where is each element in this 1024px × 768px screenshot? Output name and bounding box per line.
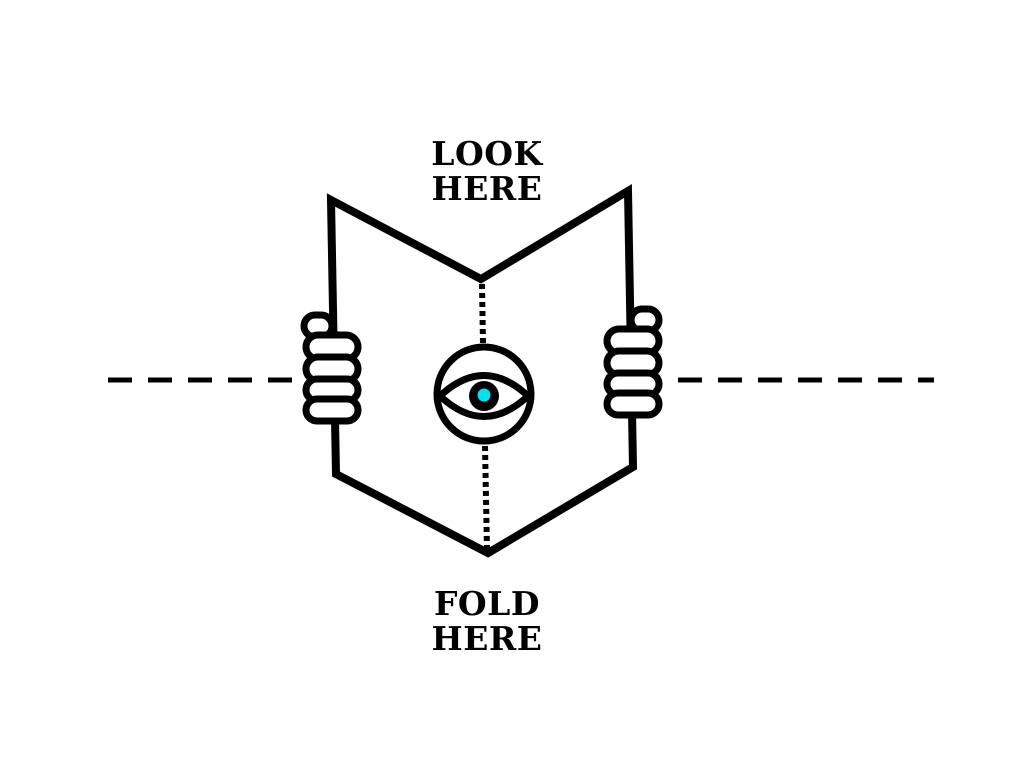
fold-here-line-2: HERE	[431, 619, 543, 658]
eye-icon	[433, 343, 535, 445]
fold-here-line-1: FOLD	[434, 584, 540, 623]
right-hand-icon	[603, 305, 663, 419]
book-spine-top	[479, 283, 486, 345]
book-spine-bottom	[482, 445, 490, 550]
look-here-line-1: LOOK	[431, 134, 543, 173]
left-hand-icon	[300, 311, 362, 425]
look-here-label: LOOK HERE	[387, 136, 587, 206]
look-here-line-2: HERE	[431, 169, 543, 208]
iris-highlight	[477, 388, 491, 402]
fold-here-label: FOLD HERE	[387, 586, 587, 656]
